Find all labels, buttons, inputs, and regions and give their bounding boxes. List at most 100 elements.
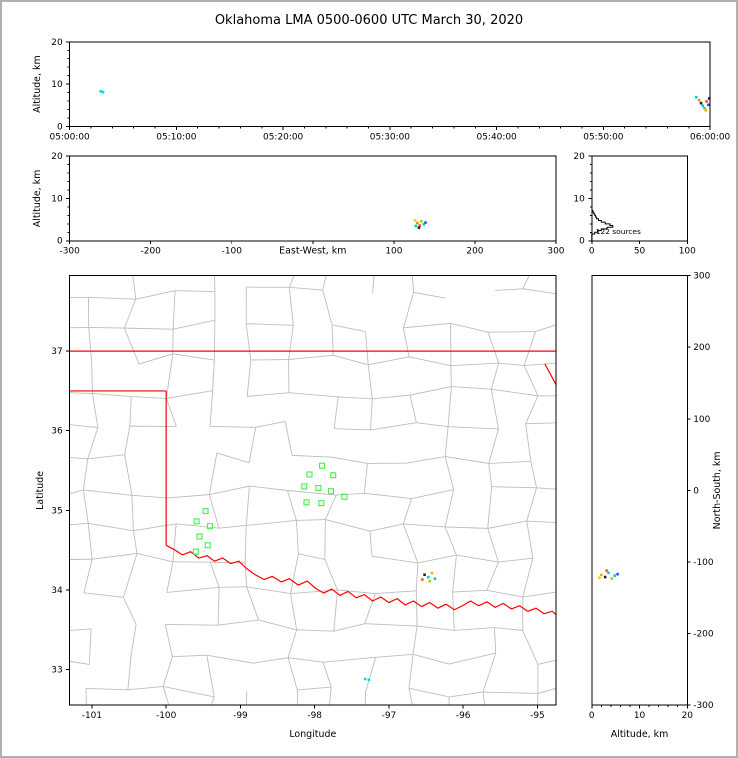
source-point — [367, 678, 371, 682]
source-point — [707, 97, 711, 100]
station-marker — [192, 548, 199, 555]
state-border — [69, 350, 556, 615]
source-point — [607, 571, 610, 575]
source-point — [413, 219, 417, 222]
station-marker — [196, 533, 203, 540]
tick-label: 10 — [573, 194, 585, 204]
tick-label: 0 — [579, 237, 585, 247]
source-point — [600, 573, 603, 577]
tick-label: 35 — [51, 506, 62, 516]
station-marker — [315, 484, 322, 492]
tick-label: -97 — [382, 711, 397, 721]
source-point — [420, 220, 423, 223]
station-marker — [306, 471, 313, 478]
tick-label: 37 — [51, 347, 62, 357]
tick-label: 0 — [589, 711, 595, 721]
tick-label: 33 — [51, 665, 62, 675]
y-axis-label-altitude: Altitude, km — [32, 170, 43, 228]
source-point — [424, 221, 427, 224]
source-point — [426, 575, 430, 579]
panel-time-height: 05:00:00 05:10:00 05:20:00 05:30:00 05:40:00… — [32, 38, 731, 142]
source-point — [605, 569, 608, 572]
source-point — [613, 574, 616, 577]
source-point — [417, 226, 421, 229]
source-point — [363, 677, 367, 681]
tick-label: 0 — [693, 486, 699, 496]
tick-label: -300 — [59, 247, 80, 257]
source-point — [616, 572, 619, 576]
county-lines — [69, 275, 556, 706]
source-point — [699, 101, 703, 105]
tick-label: 50 — [634, 247, 646, 257]
tick-label: -100 — [222, 247, 243, 257]
panel-map: -101 -100 -99 -98 -97 -96 -95 33 34 35 36 37 Longitu… — [35, 275, 557, 740]
ns-height-sources — [598, 569, 619, 580]
map-sources — [363, 571, 437, 682]
tick-label: 20 — [51, 152, 63, 162]
station-marker — [204, 542, 211, 549]
source-point — [610, 577, 614, 580]
panel-ew-height: -300 -200 -100 100 200 300 East-West, km 0 10 20 A… — [32, 152, 565, 256]
tick-label: 05:10:00 — [156, 132, 196, 142]
tick-label: 20 — [573, 152, 585, 162]
y-axis-label-north-south: North-South, km — [712, 451, 723, 529]
station-marker — [319, 462, 326, 469]
tick-label: -99 — [233, 711, 248, 721]
source-point — [598, 576, 601, 580]
tick-label: 36 — [51, 427, 63, 437]
tick-label: 200 — [693, 343, 710, 353]
station-marker — [301, 483, 308, 490]
tick-label: 0 — [589, 247, 595, 257]
tick-label: 10 — [51, 194, 63, 204]
station-marker — [206, 523, 214, 530]
tick-label: 10 — [51, 80, 63, 90]
source-point — [603, 575, 607, 579]
tick-label: 200 — [466, 247, 483, 257]
y-axis-label-altitude: Altitude, km — [32, 55, 43, 113]
source-point — [701, 104, 704, 107]
source-point — [433, 577, 437, 581]
source-point — [418, 224, 422, 227]
source-point — [428, 579, 432, 583]
tick-label: 100 — [385, 247, 402, 257]
tick-label: -98 — [307, 711, 322, 721]
tick-label: -300 — [693, 701, 714, 711]
tick-label: 20 — [682, 711, 694, 721]
source-point — [430, 571, 434, 575]
x-axis-label-east-west: East-West, km — [279, 246, 346, 257]
station-marker — [303, 499, 310, 506]
tick-label: 06:00:00 — [690, 132, 730, 142]
source-point — [414, 224, 418, 228]
source-point — [697, 98, 701, 102]
figure-title: Oklahoma LMA 0500-0600 UTC March 30, 202… — [214, 13, 524, 28]
tick-label: 05:40:00 — [477, 132, 517, 142]
tick-label: 20 — [51, 38, 63, 48]
source-point — [694, 95, 698, 99]
tick-label: 34 — [51, 586, 63, 596]
tick-label: -200 — [693, 630, 714, 640]
lma-stations — [192, 462, 348, 555]
tick-label: 05:30:00 — [370, 132, 410, 142]
source-point — [423, 573, 426, 577]
source-point — [421, 578, 424, 581]
tick-label: -101 — [82, 711, 102, 721]
x-axis-label-altitude: Altitude, km — [611, 729, 669, 740]
tick-label: 05:50:00 — [583, 132, 623, 142]
tick-label: -95 — [530, 711, 545, 721]
tick-label: 0 — [57, 237, 63, 247]
tick-label: 300 — [693, 272, 710, 282]
source-point — [704, 109, 708, 112]
tick-label: -96 — [456, 711, 471, 721]
panel-ns-height: 0 10 20 Altitude, km 300 200 100 0 -100 -200 -300 N… — [589, 272, 723, 741]
source-point — [703, 106, 706, 110]
tick-label: -100 — [693, 558, 714, 568]
tick-label: 05:00:00 — [50, 132, 90, 142]
ew-height-sources — [413, 219, 427, 229]
station-marker — [202, 508, 209, 515]
tick-label: 0 — [57, 122, 63, 132]
altitude-histogram-line — [591, 209, 614, 241]
source-point — [416, 221, 419, 225]
source-count-annotation: 122 sources — [596, 227, 641, 236]
